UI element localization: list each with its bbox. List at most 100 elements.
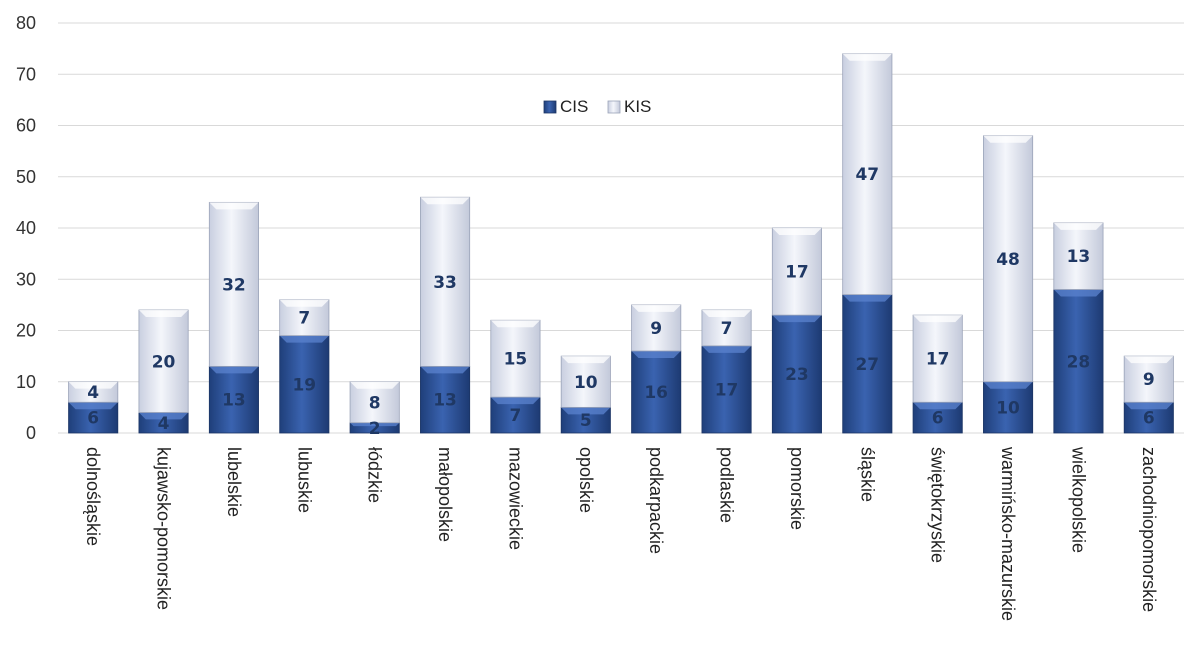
bars [68,53,1174,434]
bar-bevel [420,366,470,374]
bar-bevel [68,381,118,389]
data-label-cis: 6 [1143,409,1155,429]
bar-bevel [913,402,963,410]
bar-kis [631,304,682,352]
bar-cis [701,345,752,434]
x-category-label: małopolskie [435,447,455,542]
bar-body [771,314,822,434]
y-tick-label: 0 [26,423,36,443]
bar-body [842,53,893,296]
legend-item-kis: KIS [607,97,651,116]
x-category-label: śląskie [857,447,877,502]
bar-cis [279,335,330,434]
bar-cis [138,412,189,434]
data-label-kis: 9 [650,319,662,339]
bar-kis [208,201,259,367]
y-tick-label: 40 [16,218,36,238]
bar-bevel [772,315,822,323]
x-category-label: kujawsko-pomorskie [154,447,174,610]
bar-bevel [842,53,892,61]
data-label-cis: 17 [715,380,739,400]
y-axis-ticks: 0 10 20 30 40 50 60 70 80 [16,13,36,443]
data-label-cis: 28 [1067,352,1091,372]
bar-bevel [279,299,329,307]
legend-item-cis: CIS [543,97,588,116]
bar-bevel [631,351,681,358]
bar-body [842,294,893,434]
data-label-cis: 19 [292,375,316,395]
bar-cis [912,401,963,434]
bar-body [1123,355,1174,403]
bar-body [560,355,611,408]
data-label-cis: 4 [158,414,170,434]
x-category-label: wielkopolskie [1068,446,1088,553]
bar-cis [560,406,611,434]
bar-body [208,365,259,434]
data-label-cis: 13 [222,391,246,411]
data-label-kis: 33 [433,273,457,293]
bar-bevel [913,315,963,323]
bar-bevel [561,356,611,364]
bar-kis [138,309,189,413]
data-label-kis: 17 [926,350,950,370]
bar-bevel [701,345,752,353]
bar-body [420,365,471,434]
bar-bevel [1124,356,1174,364]
bar-body [983,135,1034,383]
bar-kis [68,381,119,403]
y-tick-label: 50 [16,167,36,187]
bar-kis [1123,355,1174,403]
x-category-label: świętokrzyskie [928,447,948,563]
bar-body [771,227,822,316]
bar-bevel [68,402,118,410]
bar-bevel [1053,289,1104,297]
bar-bevel [490,397,541,405]
bar-kis [279,299,330,337]
bar-bevel [350,381,400,389]
data-label-kis: 7 [298,309,310,329]
legend-swatch [607,100,621,114]
bar-cis [771,314,822,434]
bar-cis [631,350,682,434]
bar-bevel [350,422,400,427]
bar-body [208,201,259,367]
bar-bevel [279,335,329,343]
bar-cis [490,396,541,434]
bar-body [490,319,541,398]
bar-bevel [138,412,189,420]
data-label-cis: 16 [644,383,668,403]
legend-label: KIS [624,97,651,116]
data-label-kis: 48 [996,250,1020,270]
bar-bevel [209,366,259,374]
bar-kis [912,314,963,403]
x-category-label: pomorskie [787,447,807,530]
y-tick-label: 20 [16,321,36,341]
x-category-label: warmińsko-mazurskie [998,446,1018,621]
data-label-kis: 17 [785,263,809,283]
y-tick-label: 10 [16,372,36,392]
bar-bevel [561,407,611,415]
x-category-label: zachodniopomorskie [1139,447,1159,612]
bar-body [420,196,471,367]
data-label-cis: 13 [433,391,457,411]
bar-kis [1053,222,1104,290]
bar-bevel [490,320,541,328]
bar-cis [208,365,259,434]
bar-cis [842,294,893,434]
x-category-label: podlaskie [717,447,737,523]
bar-kis [983,135,1034,383]
bar-kis [771,227,822,316]
legend-label: CIS [560,97,588,116]
bar-bevel [420,197,470,205]
data-label-kis: 15 [504,350,528,370]
y-tick-label: 30 [16,269,36,289]
bar-cis [68,401,119,434]
bar-body [983,381,1034,434]
bar-bevel [701,310,752,317]
data-label-cis: 5 [580,411,592,431]
bar-kis [420,196,471,367]
data-label-kis: 4 [87,383,99,403]
bar-body [138,309,189,413]
data-label-kis: 13 [1067,247,1091,267]
